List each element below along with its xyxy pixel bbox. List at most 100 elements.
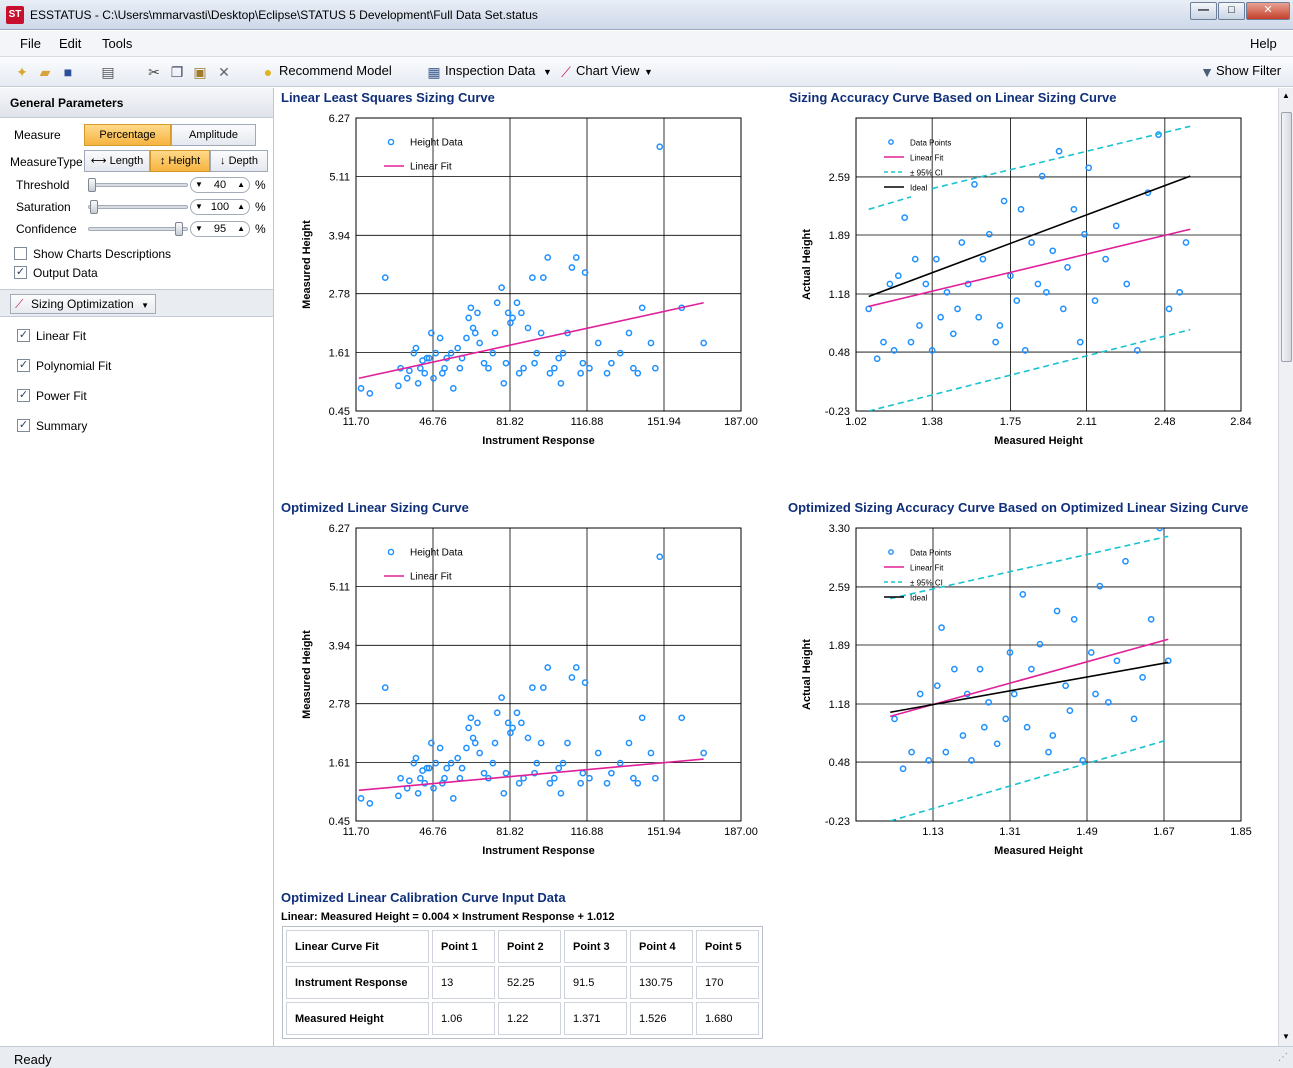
confidence-spinner[interactable]: ▼ 95 ▲ (190, 221, 250, 237)
y-tick-label: 1.18 (829, 699, 850, 711)
menu-tools[interactable]: Tools (102, 36, 133, 51)
confidence-slider[interactable] (88, 227, 188, 231)
resize-grip-icon[interactable]: ⋰ (1278, 1052, 1288, 1063)
copy-icon[interactable]: ❐ (170, 64, 184, 80)
x-axis-label: Measured Height (994, 435, 1083, 447)
data-point (634, 369, 642, 377)
ci-line (890, 535, 1169, 600)
confidence-label: Confidence (16, 222, 77, 236)
x-tick-label: 2.48 (1154, 416, 1175, 428)
summary-checkbox[interactable]: ✓ (17, 419, 30, 432)
arrow-horizontal-icon: ⟷ (90, 155, 110, 167)
data-point (975, 313, 983, 321)
scroll-down-icon[interactable]: ▼ (1282, 1032, 1290, 1041)
inspection-data-button[interactable]: Inspection Data (445, 63, 536, 78)
data-point (491, 739, 499, 747)
chevron-down-icon[interactable]: ▼ (644, 67, 653, 77)
new-file-icon[interactable]: ✦ (16, 64, 28, 80)
close-icon[interactable]: ✕ (1246, 2, 1290, 20)
data-point (557, 379, 565, 387)
data-point (555, 354, 563, 362)
chart-view-button[interactable]: Chart View (576, 63, 640, 78)
save-icon[interactable]: ■ (63, 64, 73, 80)
saturation-spinner[interactable]: ▼ 100 ▲ (190, 199, 250, 215)
show-filter-button[interactable]: Show Filter (1216, 63, 1282, 78)
measure-type-length-button[interactable]: ⟷ Length (84, 150, 150, 172)
data-point (533, 349, 541, 357)
minimize-icon[interactable]: — (1190, 2, 1217, 20)
data-point (421, 779, 429, 787)
data-point (476, 749, 483, 757)
x-tick-label: 187.00 (724, 416, 758, 428)
maximize-icon[interactable]: □ (1218, 2, 1245, 20)
legend-marker (387, 138, 395, 146)
saturation-slider-thumb[interactable] (89, 200, 98, 214)
data-point (544, 254, 552, 261)
data-point (544, 664, 552, 671)
menu-help[interactable]: Help (1250, 36, 1277, 51)
open-folder-icon[interactable]: ▰ (39, 64, 51, 80)
ci-line (868, 196, 912, 211)
data-point (581, 269, 589, 276)
chevron-down-icon[interactable]: ▼ (543, 67, 552, 77)
print-icon[interactable]: ▤ (101, 64, 115, 80)
y-tick-label: 2.78 (329, 289, 350, 301)
data-point (1049, 732, 1057, 739)
data-point (996, 322, 1004, 329)
data-point (524, 734, 532, 742)
threshold-slider[interactable] (88, 183, 188, 187)
data-point (498, 694, 505, 702)
measure-type-height-button[interactable]: ↕ Height (150, 150, 210, 172)
x-axis-label: Instrument Response (482, 435, 594, 447)
data-point (529, 684, 536, 691)
y-tick-label: 6.27 (329, 113, 350, 125)
measure-amplitude-button[interactable]: Amplitude (171, 124, 256, 146)
chart-title-4: Optimized Sizing Accuracy Curve Based on… (788, 500, 1249, 515)
data-point (608, 769, 615, 777)
table-cell: 91.5 (564, 966, 627, 999)
menu-file[interactable]: File (20, 36, 41, 51)
paste-icon[interactable]: ▣ (193, 64, 207, 80)
status-text: Ready (14, 1052, 52, 1067)
status-bar: Ready ⋰ (0, 1046, 1293, 1068)
scrollbar-thumb[interactable] (1281, 112, 1292, 362)
threshold-slider-thumb[interactable] (88, 178, 96, 192)
linear-fit-checkbox[interactable]: ✓ (17, 329, 30, 342)
cut-icon[interactable]: ✂ (148, 64, 160, 80)
polynomial-fit-checkbox[interactable]: ✓ (17, 359, 30, 372)
vertical-scrollbar[interactable]: ▲ ▼ (1278, 88, 1293, 1046)
output-data-checkbox[interactable]: ✓ (14, 266, 27, 279)
x-tick-label: 1.67 (1153, 826, 1174, 838)
data-point (500, 789, 508, 797)
threshold-spinner[interactable]: ▼ 40 ▲ (190, 177, 250, 193)
measure-type-depth-button[interactable]: ↓ Depth (210, 150, 268, 172)
table-header: Point 5 (696, 930, 759, 963)
saturation-slider[interactable] (88, 205, 188, 209)
data-point (964, 280, 972, 288)
confidence-slider-thumb[interactable] (175, 222, 184, 236)
data-point (651, 364, 659, 372)
x-tick-label: 2.11 (1076, 416, 1097, 428)
data-point (537, 739, 545, 747)
data-point (577, 779, 585, 787)
show-descriptions-checkbox[interactable] (14, 247, 27, 260)
data-point (894, 272, 902, 280)
menu-edit[interactable]: Edit (59, 36, 82, 51)
data-point (381, 274, 389, 281)
measure-percentage-button[interactable]: Percentage (84, 124, 171, 146)
data-point (366, 800, 374, 807)
data-point (911, 255, 919, 263)
data-point (1002, 715, 1010, 723)
y-tick-label: -0.23 (825, 406, 850, 418)
data-point (1000, 197, 1008, 205)
sizing-optimization-dropdown[interactable]: ⟋ Sizing Optimization ▼ (10, 294, 156, 314)
delete-icon[interactable]: ✕ (218, 64, 230, 80)
data-point (546, 369, 554, 377)
data-point (1079, 757, 1087, 764)
recommend-model-button[interactable]: Recommend Model (279, 63, 392, 78)
data-point (1006, 649, 1014, 656)
power-fit-checkbox[interactable]: ✓ (17, 389, 30, 402)
data-point (1165, 305, 1173, 313)
x-tick-label: 1.13 (922, 826, 943, 838)
scroll-up-icon[interactable]: ▲ (1282, 91, 1290, 100)
